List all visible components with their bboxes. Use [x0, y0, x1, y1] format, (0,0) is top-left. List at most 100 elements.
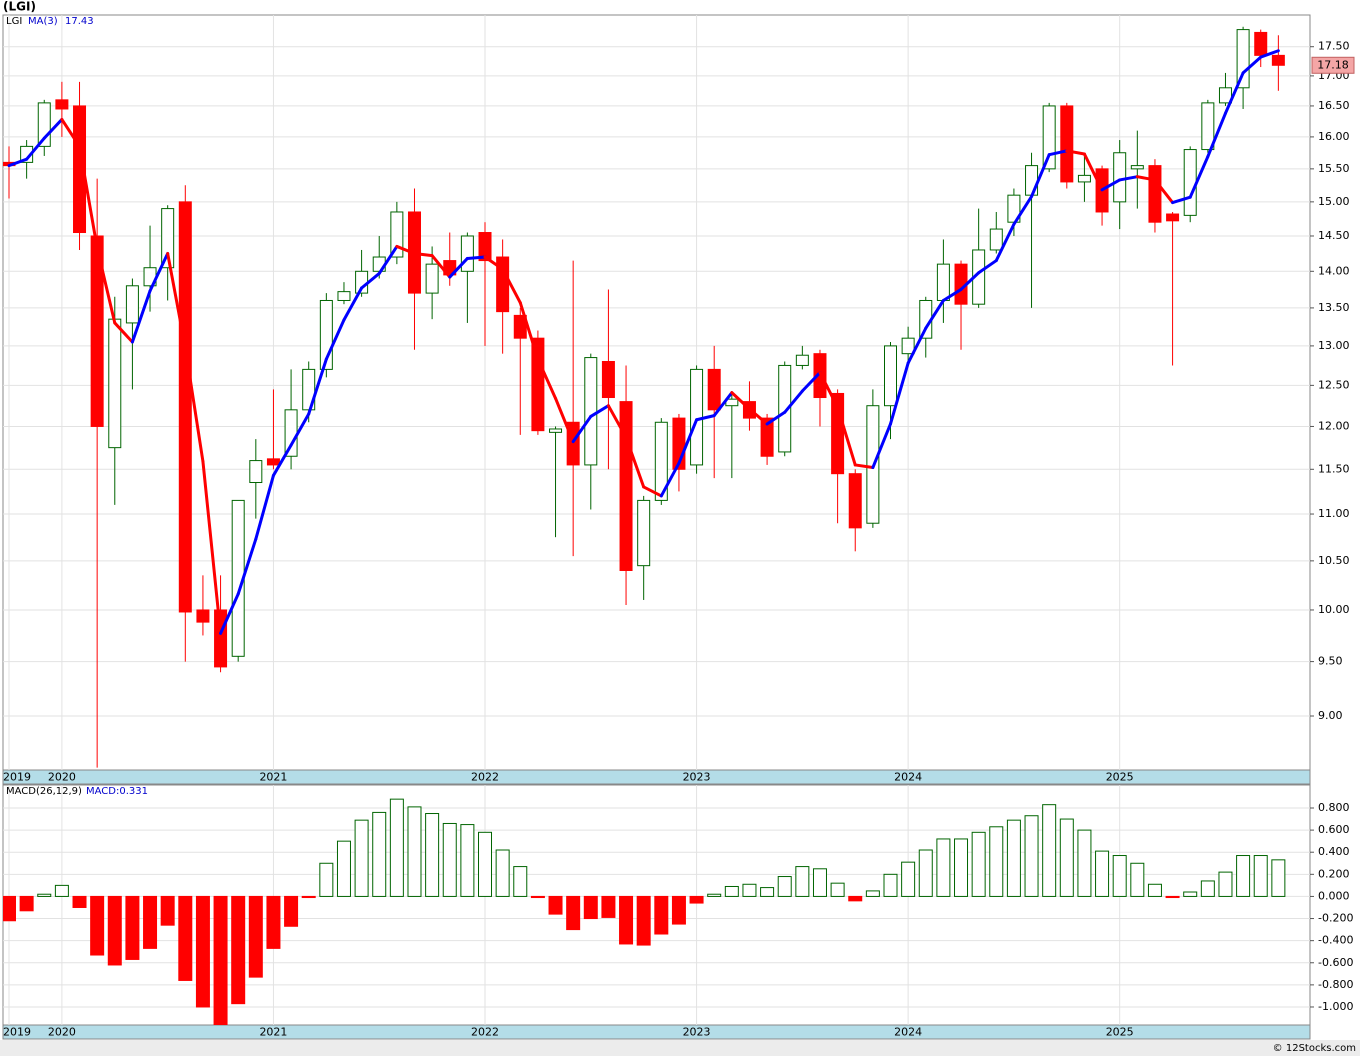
ma-line [148, 251, 170, 293]
candle-body [601, 360, 615, 399]
x-tick-label: 2019 [3, 1026, 31, 1039]
ma-value: 17.43 [65, 16, 94, 27]
ma-line [959, 271, 981, 291]
candle-body [196, 609, 210, 623]
macd-bar [54, 884, 69, 897]
ma-line [1241, 55, 1263, 75]
ma-line [60, 117, 82, 148]
ma-line [518, 301, 540, 361]
y-tick-label: -0.200 [1318, 912, 1353, 925]
macd-bar [37, 893, 52, 897]
macd-bar [848, 895, 863, 902]
macd-bar [389, 798, 404, 897]
macd-bar [936, 838, 951, 897]
macd-bar [742, 883, 757, 897]
ma-line [836, 405, 857, 467]
ma-line [166, 251, 187, 349]
ma-line [853, 463, 875, 470]
macd-bar [178, 895, 193, 981]
macd-bar [1200, 880, 1215, 897]
candle-body [108, 318, 122, 449]
ma-line [448, 256, 469, 279]
ma-line [1223, 71, 1245, 115]
plot-area [3, 26, 1285, 768]
x-tick-label: 2024 [894, 771, 922, 784]
macd-bar [530, 895, 545, 899]
ma-line [412, 251, 434, 258]
macd-bar [707, 893, 722, 897]
candle-body [1218, 87, 1232, 104]
macd-bar [901, 861, 916, 897]
macd-bar [1042, 804, 1057, 897]
plot-area [3, 798, 1286, 1025]
ma-line [1030, 153, 1051, 199]
macd-bar [918, 849, 933, 897]
candle-body [1148, 165, 1162, 223]
ma-line [1171, 195, 1192, 205]
macd-bar [1112, 855, 1127, 897]
x-tick-label: 2023 [683, 1026, 711, 1039]
y-tick-label: 13.00 [1318, 339, 1350, 352]
price-tag-label: 17.18 [1317, 58, 1349, 71]
date-strip [2, 1024, 1311, 1040]
ma-line [677, 418, 699, 465]
candle-body [125, 285, 139, 324]
macd-bar [601, 895, 616, 918]
macd-bar [1271, 859, 1286, 897]
y-tick-label: 0.000 [1318, 889, 1350, 902]
symbol-label: LGI [6, 16, 22, 27]
ma-line [659, 461, 681, 498]
macd-bar [1236, 855, 1251, 897]
candle-body [1254, 31, 1268, 56]
ma-line [501, 267, 522, 305]
macd-bar [372, 811, 387, 897]
ma-line [483, 255, 505, 271]
macd-bar [1059, 818, 1074, 897]
candle-body [637, 499, 651, 567]
macd-bar [336, 840, 351, 897]
date-strip [2, 769, 1311, 785]
candle-body [1130, 165, 1144, 170]
macd-bar [143, 895, 158, 949]
ma-line [430, 254, 452, 279]
ma-line [1153, 178, 1175, 205]
ma-line [1082, 152, 1104, 192]
ma-line [642, 485, 663, 498]
candle-body [249, 460, 263, 484]
ma-line [236, 537, 258, 596]
macd-bar [266, 895, 281, 949]
ma-line [1118, 175, 1139, 182]
ma-line [254, 473, 275, 541]
macd-bar [301, 895, 316, 899]
macd-bar [1183, 891, 1198, 897]
macd-bar [213, 895, 228, 1025]
candle-body [936, 263, 950, 301]
macd-bar [319, 862, 334, 897]
candle-body [654, 421, 668, 501]
x-tick-label: 2025 [1106, 771, 1134, 784]
candle-body [848, 473, 862, 529]
y-tick-label: 17.50 [1318, 40, 1350, 53]
macd-bar [1024, 815, 1039, 897]
footer: © 12Stocks.com [1273, 1043, 1356, 1054]
macd-bar [195, 895, 210, 1008]
ma-line [360, 271, 381, 290]
x-tick-label: 2020 [48, 771, 76, 784]
ma-line [324, 318, 346, 361]
macd-bar [478, 831, 493, 897]
y-tick-label: 11.50 [1318, 462, 1350, 475]
y-tick-label: 10.00 [1318, 603, 1350, 616]
y-tick-label: -0.800 [1318, 978, 1353, 991]
ma-line [624, 435, 646, 489]
price-tag [1311, 56, 1355, 74]
macd-bar [284, 895, 299, 927]
candle-body [778, 364, 792, 453]
macd-bar [865, 890, 880, 897]
candle-body [989, 228, 1003, 251]
candle-body [178, 201, 192, 613]
macd-bar [107, 895, 122, 966]
ma-line [1012, 195, 1034, 226]
macd-bar [1006, 819, 1021, 897]
